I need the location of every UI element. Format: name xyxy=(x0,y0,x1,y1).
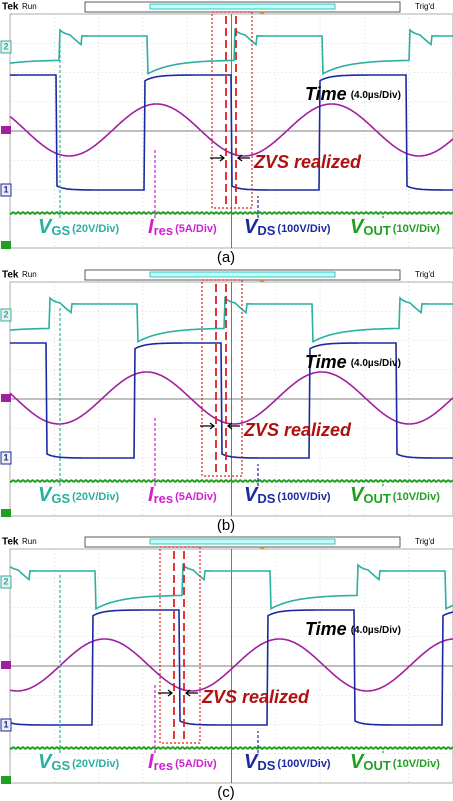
signal-subscript: GS xyxy=(51,223,70,238)
trigger-status: Trig'd xyxy=(415,270,434,279)
signal-scale: (20V/Div) xyxy=(72,491,119,503)
trigger-status: Trig'd xyxy=(415,537,434,546)
channel-label: 1 xyxy=(3,184,8,194)
channel-label: 2 xyxy=(3,309,8,319)
channel-marker xyxy=(1,661,11,669)
signal-subscript: OUT xyxy=(363,758,391,773)
run-status: Run xyxy=(22,270,37,279)
run-status: Run xyxy=(22,2,37,11)
time-scale: (4.0µs/Div) xyxy=(351,90,401,101)
view-bar xyxy=(150,272,335,277)
signal-subscript: DS xyxy=(257,758,275,773)
channel-label: 1 xyxy=(3,719,8,729)
run-status: Run xyxy=(22,537,37,546)
signal-scale: (100V/Div) xyxy=(277,758,331,770)
view-bar xyxy=(150,539,335,544)
signal-subscript: GS xyxy=(51,758,70,773)
signal-subscript: GS xyxy=(51,491,70,506)
signal-subscript: DS xyxy=(257,491,275,506)
channel-marker xyxy=(1,394,11,402)
zvs-label: ZVS realized xyxy=(201,687,310,707)
brand: Tek xyxy=(2,537,19,548)
signal-scale: (5A/Div) xyxy=(175,491,217,503)
signal-subscript: res xyxy=(154,223,174,238)
zvs-label: ZVS realized xyxy=(243,420,352,440)
zvs-label: ZVS realized xyxy=(253,152,362,172)
channel-marker xyxy=(1,509,11,517)
channel-marker xyxy=(1,241,11,249)
panel-caption: (a) xyxy=(217,249,235,266)
time-scale: (4.0µs/Div) xyxy=(351,358,401,369)
signal-scale: (10V/Div) xyxy=(393,491,440,503)
signal-scale: (10V/Div) xyxy=(393,758,440,770)
panel-caption: (c) xyxy=(217,784,235,801)
time-title: Time xyxy=(305,352,347,372)
signal-subscript: OUT xyxy=(363,491,391,506)
signal-scale: (5A/Div) xyxy=(175,758,217,770)
brand: Tek xyxy=(2,2,19,13)
signal-scale: (20V/Div) xyxy=(72,758,119,770)
panel-caption: (b) xyxy=(217,517,235,534)
signal-subscript: DS xyxy=(257,223,275,238)
time-title: Time xyxy=(305,619,347,639)
scope-panel: TekRun Trig'd 2 1 ZVS realized Time (4.0µs/Div… xyxy=(1,537,453,801)
time-scale: (4.0µs/Div) xyxy=(351,625,401,636)
signal-scale: (100V/Div) xyxy=(277,223,331,235)
signal-scale: (100V/Div) xyxy=(277,491,331,503)
channel-marker xyxy=(1,126,11,134)
channel-label: 2 xyxy=(3,576,8,586)
channel-label: 1 xyxy=(3,452,8,462)
figure: TekRunTrig'd21ZVS realizedTime(4.0µs/Div… xyxy=(0,0,453,801)
signal-scale: (5A/Div) xyxy=(175,223,217,235)
trigger-status: Trig'd xyxy=(415,2,434,11)
brand: Tek xyxy=(2,270,19,281)
signal-scale: (20V/Div) xyxy=(72,223,119,235)
channel-marker xyxy=(1,776,11,784)
signal-subscript: res xyxy=(154,758,174,773)
signal-subscript: OUT xyxy=(363,223,391,238)
signal-scale: (10V/Div) xyxy=(393,223,440,235)
signal-subscript: res xyxy=(154,491,174,506)
channel-label: 2 xyxy=(3,41,8,51)
view-bar xyxy=(150,4,335,9)
time-title: Time xyxy=(305,84,347,104)
